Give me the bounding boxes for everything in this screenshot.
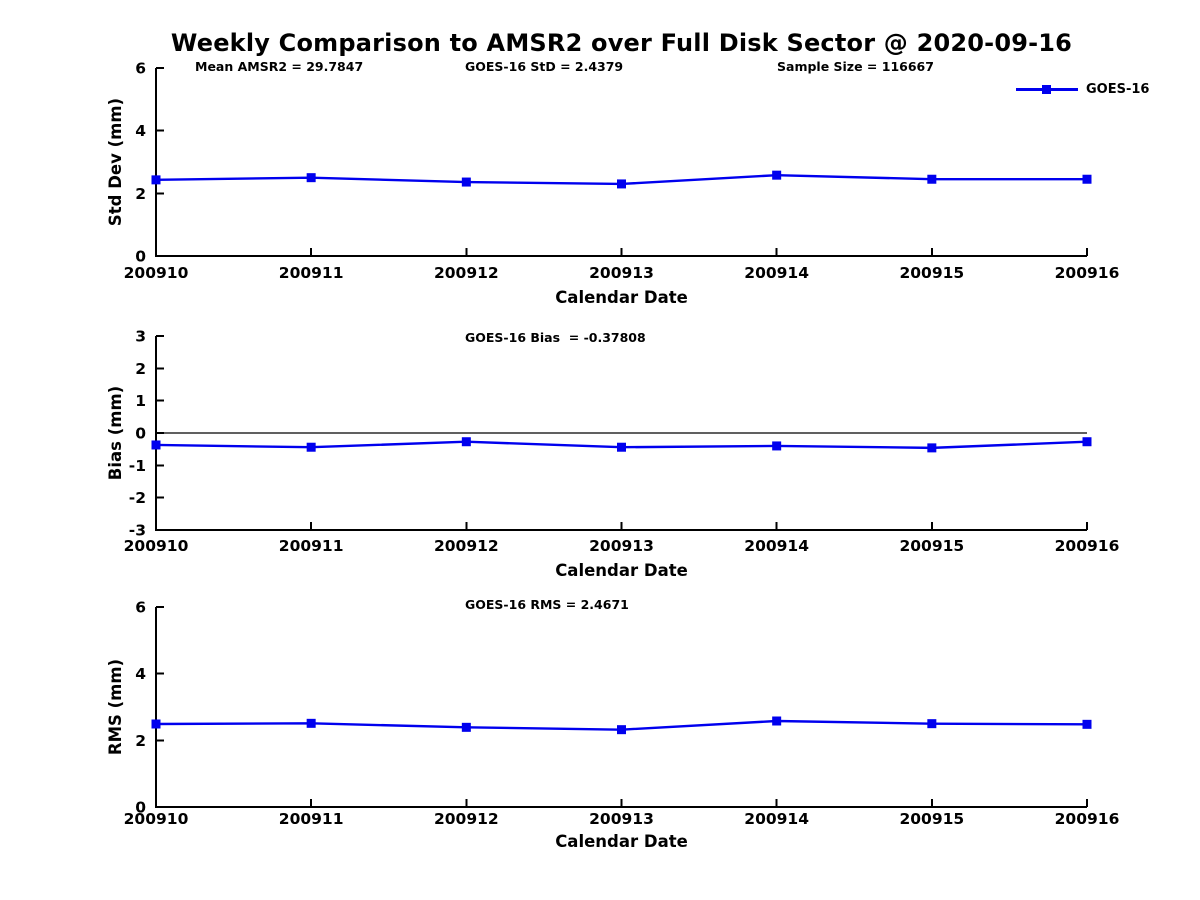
goes-16-marker [772,170,782,180]
y-axis-title: Bias (mm) [106,386,125,480]
x-tick-label: 200912 [434,810,499,828]
x-tick-label: 200911 [279,537,344,555]
y-tick-label: 6 [135,599,146,617]
stat-goes16-rms: GOES-16 RMS = 2.4671 [465,597,629,612]
y-tick-label: -1 [129,457,146,475]
y-tick-label: 6 [135,60,146,78]
y-tick-label: 1 [135,392,146,410]
goes-16-marker [1082,437,1092,447]
x-tick-label: 200910 [124,810,189,828]
x-tick-label: 200915 [899,537,964,555]
goes-16-marker [617,442,626,452]
y-tick-label: -3 [129,522,146,540]
goes-16-marker [461,177,471,187]
x-tick-label: 200912 [434,537,499,555]
y-tick-label: 2 [135,732,146,750]
goes-16-marker [306,173,316,183]
axis-frame-std-dev [155,68,1087,257]
x-tick-label: 200916 [1055,810,1120,828]
x-tick-label: 200916 [1055,264,1120,282]
goes-16-marker [306,718,316,728]
goes-16-marker [151,719,161,729]
x-axis-title: Calendar Date [555,561,688,580]
x-tick-label: 200911 [279,264,344,282]
goes-16-marker [617,725,626,735]
y-tick-label: 2 [135,185,146,203]
goes-16-marker [1082,719,1092,729]
x-tick-label: 200914 [744,810,809,828]
y-tick-label: 2 [135,360,146,378]
goes-16-marker [927,719,937,729]
axis-frame-rms [155,607,1087,808]
x-tick-label: 200916 [1055,537,1120,555]
goes-16-marker [617,179,626,189]
chart-title: Weekly Comparison to AMSR2 over Full Dis… [170,29,1073,57]
stat-goes16-bias: GOES-16 Bias = -0.37808 [465,330,646,345]
x-tick-label: 200911 [279,810,344,828]
stat-mean-amsr2: Mean AMSR2 = 29.7847 [195,59,364,74]
legend: GOES-16 [1016,80,1186,98]
goes-16-marker [461,437,471,447]
y-tick-label: 0 [135,799,146,817]
y-tick-label: 4 [135,665,146,683]
x-tick-label: 200912 [434,264,499,282]
goes-16-marker [927,174,937,184]
panel-std-dev: 0 2 4 6 200910 200911 200912 200913 200914 200915… [106,60,1119,308]
y-axis-title: Std Dev (mm) [106,98,125,226]
legend-label: GOES-16 [1086,82,1150,97]
x-tick-label: 200913 [589,810,654,828]
x-tick-label: 200915 [899,810,964,828]
stat-goes16-std: GOES-16 StD = 2.4379 [465,59,624,74]
x-tick-label: 200915 [899,264,964,282]
goes-16-marker [772,441,782,451]
goes-16-marker [927,443,937,453]
panel-rms: 0 2 4 6 200910 200911 200912 200913 200914 200915… [106,599,1119,852]
goes-16-marker [151,175,161,185]
x-axis-title: Calendar Date [555,288,688,307]
x-axis-title: Calendar Date [555,832,688,851]
panel-bias: -3 -2 -1 0 1 2 3 200910 200911 200912 200913 200914… [106,328,1119,581]
x-tick-label: 200914 [744,264,809,282]
goes-16-marker [1082,174,1092,184]
goes16-legend-marker-icon [1042,85,1051,94]
goes-16-marker [306,442,316,452]
goes-16-marker [151,440,161,450]
goes-16-marker [461,722,471,732]
x-tick-label: 200913 [589,264,654,282]
y-tick-label: 4 [135,122,146,140]
x-tick-label: 200914 [744,537,809,555]
y-tick-label: -2 [129,489,146,507]
goes-16-marker [772,716,782,726]
stat-sample-size: Sample Size = 116667 [777,59,934,74]
y-tick-label: 0 [135,425,146,443]
y-tick-label: 3 [135,328,146,346]
x-tick-label: 200910 [124,537,189,555]
x-tick-label: 200910 [124,264,189,282]
y-tick-label: 0 [135,248,146,266]
y-axis-title: RMS (mm) [106,659,125,755]
x-tick-label: 200913 [589,537,654,555]
